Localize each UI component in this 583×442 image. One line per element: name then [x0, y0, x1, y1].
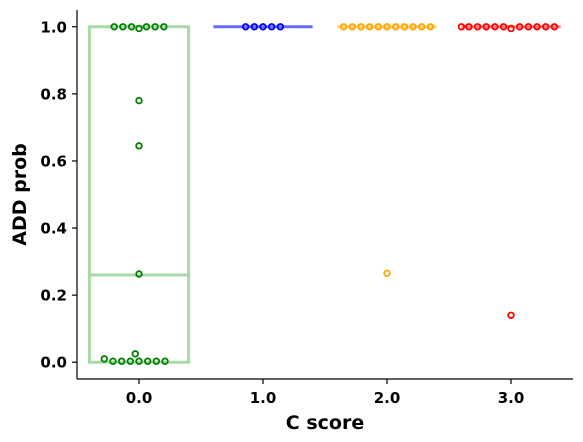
data-point: [259, 23, 267, 31]
data-point: [374, 23, 383, 31]
data-point: [110, 23, 118, 31]
data-point: [550, 23, 559, 31]
data-point: [276, 23, 285, 31]
data-point: [391, 23, 400, 31]
data-point: [135, 142, 143, 150]
y-tick-label: 1.0: [40, 18, 67, 36]
y-tick-label: 0.8: [40, 85, 67, 103]
data-point: [241, 23, 250, 31]
plot-area: [87, 23, 561, 365]
x-ticks: 0.0 1.0 2.0 3.0: [126, 379, 525, 407]
data-point: [267, 23, 276, 31]
x-tick-label: 0.0: [126, 389, 153, 407]
data-point: [161, 357, 169, 365]
data-point: [151, 23, 159, 31]
data-point: [142, 23, 151, 31]
data-point: [160, 23, 168, 31]
data-point: [109, 357, 117, 365]
series-3: [457, 23, 561, 319]
box-0: [87, 25, 191, 364]
x-tick-label: 3.0: [498, 389, 525, 407]
series-1: [213, 23, 313, 31]
data-point: [426, 23, 435, 31]
data-point: [127, 23, 136, 31]
data-point: [250, 23, 259, 31]
data-point: [533, 23, 541, 31]
data-point: [383, 269, 391, 278]
series-2: [337, 23, 437, 278]
data-point: [383, 23, 391, 31]
data-point: [507, 24, 515, 33]
data-point: [339, 23, 348, 31]
data-point: [135, 96, 143, 105]
data-point: [348, 23, 356, 31]
data-point: [542, 23, 550, 31]
axes: 0.0 1.0 2.0 3.0 0.00.20.40.60.81.0 C score …: [9, 10, 573, 434]
data-point: [126, 357, 135, 365]
data-point: [515, 23, 524, 31]
x-tick-label: 1.0: [250, 389, 277, 407]
data-point: [152, 357, 161, 365]
y-tick-label: 0.0: [40, 354, 67, 372]
data-point: [524, 23, 533, 31]
data-point: [119, 23, 127, 31]
data-point: [457, 23, 466, 31]
data-point: [357, 23, 365, 31]
y-tick-label: 0.6: [40, 152, 67, 170]
data-point: [143, 357, 152, 365]
data-point: [507, 311, 515, 319]
data-point: [473, 23, 482, 31]
series-0: [87, 23, 191, 365]
y-axis-label: ADD prob: [9, 143, 31, 246]
y-ticks: 0.0 0.2 0.4 0.6 0.8 1.0: [40, 18, 77, 372]
data-point: [482, 23, 490, 31]
data-point: [409, 23, 417, 31]
y-tick-label: 0.4: [40, 220, 67, 238]
data-point: [418, 23, 426, 31]
data-point: [135, 24, 143, 33]
x-axis-label: C score: [286, 412, 364, 434]
data-point: [117, 357, 126, 365]
y-tick-label: 0.2: [40, 287, 67, 305]
data-point: [499, 23, 508, 31]
x-tick-label: 2.0: [374, 389, 401, 407]
data-point: [131, 350, 139, 358]
data-point: [135, 357, 143, 365]
data-point: [491, 23, 499, 31]
data-point: [135, 270, 143, 278]
data-point: [400, 23, 409, 31]
data-point: [100, 355, 108, 363]
data-point: [465, 23, 473, 31]
data-point: [365, 23, 374, 31]
